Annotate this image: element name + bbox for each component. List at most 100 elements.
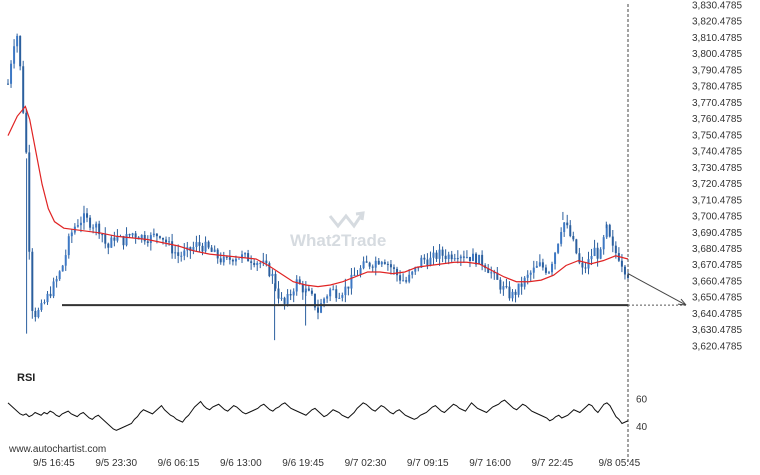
candle-body — [13, 46, 16, 64]
price-tick-label: 3,830.4785 — [692, 1, 742, 12]
candle-body — [438, 249, 441, 259]
candle-body — [377, 260, 380, 265]
candle-body — [310, 290, 313, 294]
candle-body — [429, 257, 432, 266]
rsi-tick-label: 40 — [636, 422, 648, 433]
candle-body — [140, 234, 143, 240]
candle-body — [541, 262, 544, 268]
time-axis: 9/5 16:45 9/5 23:30 9/6 06:15 9/6 13:00 9/6 … — [33, 458, 641, 469]
candle-body — [61, 265, 64, 272]
candle-body — [180, 255, 183, 257]
candle-body — [7, 83, 9, 85]
price-tick-label: 3,690.4785 — [692, 228, 742, 239]
candle-body — [122, 236, 125, 246]
candle-body — [189, 247, 192, 251]
candle-body — [22, 66, 25, 113]
candle-body — [368, 262, 371, 267]
time-tick-label: 9/6 06:15 — [158, 458, 200, 469]
candle-body — [10, 63, 13, 84]
candle-body — [608, 224, 611, 237]
price-tick-label: 3,650.4785 — [692, 293, 742, 304]
candle-body — [329, 289, 332, 297]
candle-body — [171, 241, 174, 254]
candle-body — [231, 259, 234, 262]
candle-body — [304, 288, 307, 293]
candle-body — [532, 267, 535, 273]
candle-body — [241, 254, 244, 259]
candle-body — [317, 307, 319, 313]
candle-body — [76, 225, 79, 227]
candle-body — [396, 268, 399, 276]
price-axis: 3,830.4785 3,820.4785 3,810.4785 3,800.4785… — [692, 1, 742, 353]
candle-body — [31, 251, 34, 311]
candle-body — [338, 297, 341, 299]
candle-body — [405, 280, 408, 282]
candle-body — [362, 261, 365, 269]
candle-body — [508, 286, 511, 299]
candle-body — [295, 279, 298, 292]
candle-body — [192, 247, 195, 251]
candle-body — [547, 272, 550, 274]
candle-body — [313, 293, 316, 308]
candle-body — [116, 236, 119, 241]
candle-body — [423, 257, 426, 260]
candle-body — [408, 274, 411, 282]
time-tick-label: 9/5 16:45 — [33, 458, 75, 469]
candle-body — [535, 265, 538, 268]
candle-body — [155, 233, 158, 237]
candle-body — [341, 295, 344, 298]
candle-body — [25, 112, 28, 153]
candle-body — [104, 234, 107, 244]
candle-body — [596, 247, 599, 259]
candle-body — [146, 241, 149, 243]
candle-body — [298, 279, 301, 284]
candle-body — [602, 237, 605, 250]
candle-body — [578, 253, 581, 263]
candle-body — [450, 254, 453, 260]
candle-body — [64, 255, 67, 266]
candle-body — [277, 288, 280, 299]
candle-body — [468, 256, 471, 262]
candle-body — [581, 262, 584, 268]
candle-body — [465, 256, 468, 258]
price-tick-label: 3,770.4785 — [692, 98, 742, 109]
candle-body — [365, 261, 368, 263]
candle-body — [237, 258, 240, 260]
candle-body — [350, 274, 353, 289]
candle-body — [487, 268, 490, 273]
candle-body — [177, 252, 180, 256]
candle-body — [614, 245, 617, 254]
candle-body — [514, 291, 517, 295]
candle-body — [292, 291, 295, 296]
candle-body — [472, 253, 474, 262]
candle-body — [374, 260, 377, 268]
rsi-tick-label: 60 — [636, 394, 648, 405]
candle-body — [335, 289, 338, 299]
candle-body — [244, 253, 247, 255]
credit-text: www.autochartist.com — [8, 444, 106, 455]
price-tick-label: 3,740.4785 — [692, 147, 742, 158]
candle-body — [544, 267, 547, 273]
candle-body — [216, 249, 219, 259]
candle-body — [301, 283, 304, 293]
candle-body — [271, 273, 274, 277]
candle-body — [371, 266, 374, 268]
candle-body — [213, 249, 216, 252]
candle-body — [40, 303, 43, 310]
candle-body — [441, 249, 444, 256]
candle-body — [131, 233, 134, 236]
candle-body — [19, 35, 22, 67]
candle-body — [420, 257, 423, 268]
candle-body — [453, 258, 456, 260]
candle-body — [481, 254, 484, 266]
candles — [7, 33, 629, 341]
candle-body — [392, 267, 395, 269]
rsi-line — [7, 399, 629, 431]
candle-body — [250, 261, 253, 263]
candle-body — [268, 263, 271, 277]
candle-body — [113, 237, 116, 241]
candle-body — [444, 255, 447, 260]
candle-body — [28, 152, 31, 252]
candle-body — [557, 243, 560, 253]
